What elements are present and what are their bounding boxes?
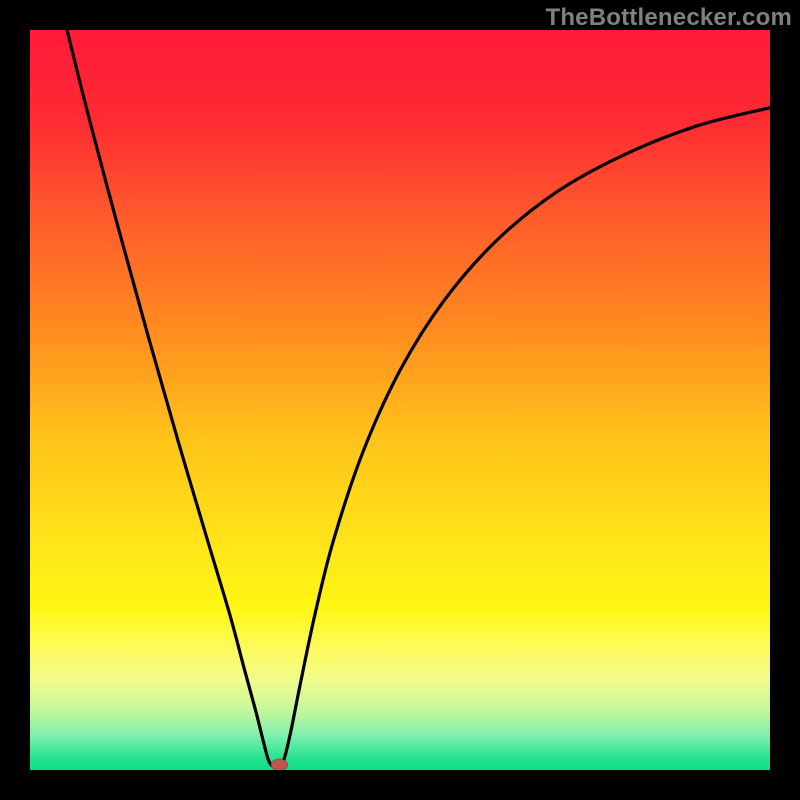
- plot-area: [30, 30, 770, 770]
- curve-path: [67, 30, 770, 767]
- minimum-marker: [271, 759, 287, 770]
- bottleneck-curve: [30, 30, 770, 770]
- watermark-text: TheBottlenecker.com: [545, 4, 792, 32]
- chart-frame: TheBottlenecker.com: [0, 0, 800, 800]
